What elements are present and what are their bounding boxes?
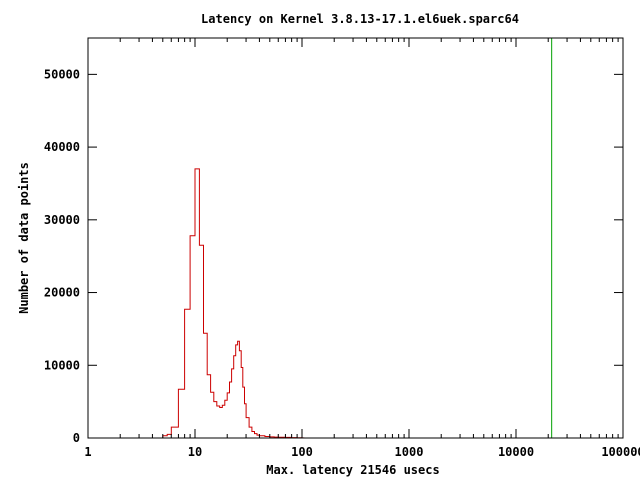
plot-frame	[87, 37, 624, 439]
y-tick-label: 50000	[44, 67, 80, 81]
y-tick-label: 40000	[44, 140, 80, 154]
x-tick-label: 10	[188, 445, 202, 459]
y-tick-label: 30000	[44, 213, 80, 227]
x-axis-label: Max. latency 21546 usecs	[266, 463, 439, 477]
y-axis-label: Number of data points	[17, 162, 31, 314]
plot-area	[162, 38, 553, 439]
latency-histogram-series	[162, 168, 305, 439]
y-tick-label: 20000	[44, 286, 80, 300]
chart-title: Latency on Kernel 3.8.13-17.1.el6uek.spa…	[201, 12, 519, 26]
x-tick-label: 1000	[395, 445, 424, 459]
x-tick-label: 10000	[498, 445, 534, 459]
x-tick-label: 100000	[601, 445, 640, 459]
x-tick-label: 100	[291, 445, 313, 459]
x-tick-label: 1	[84, 445, 91, 459]
y-tick-label: 0	[73, 431, 80, 445]
y-tick-label: 10000	[44, 358, 80, 372]
axes: 0 10000 20000 30000 40000 50000 1 10 100 1000 1000…	[44, 37, 640, 459]
